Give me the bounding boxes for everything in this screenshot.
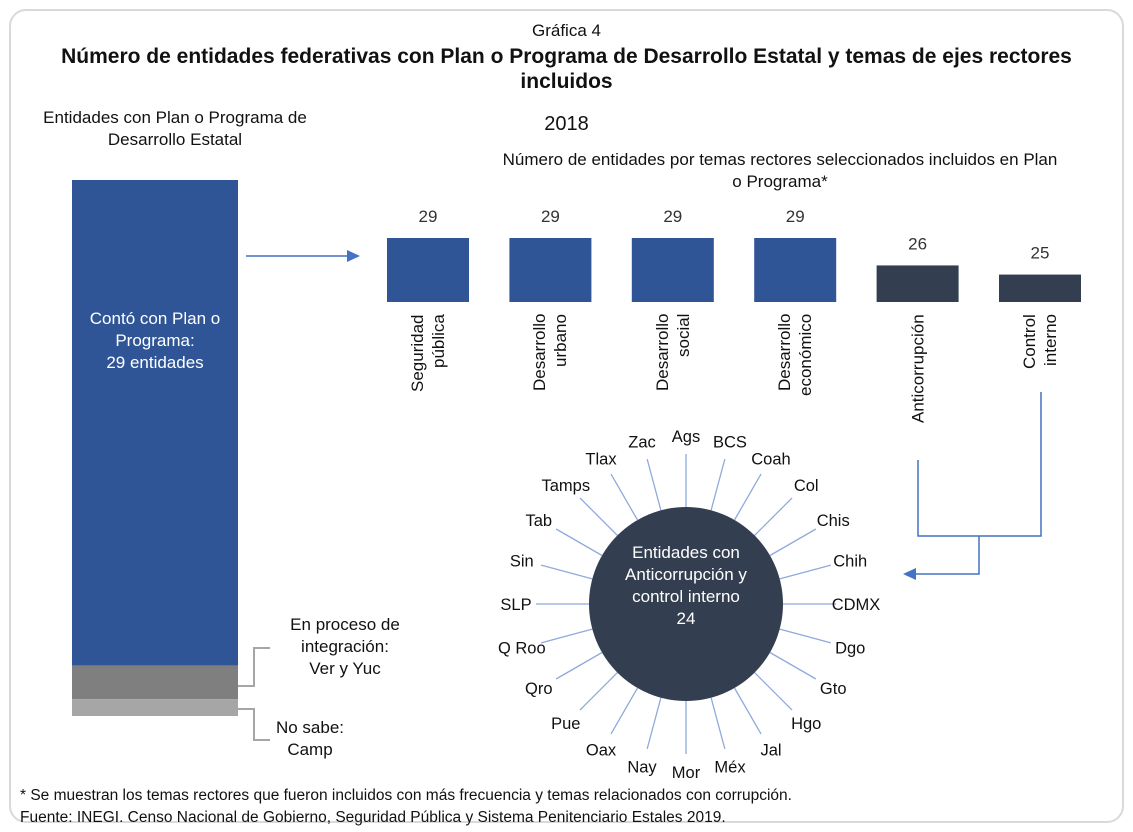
category-label: Desarrollo social: [652, 314, 693, 392]
entity-label: SLP: [500, 596, 531, 614]
category-label: Desarrollo urbano: [530, 314, 571, 392]
arrow-head: [903, 568, 916, 580]
spoke: [610, 687, 639, 735]
source: Fuente: INEGI. Censo Nacional de Gobiern…: [20, 809, 726, 826]
spoke: [579, 497, 618, 536]
entity-label: BCS: [713, 434, 747, 452]
entity-label: Gto: [820, 680, 847, 698]
center-circle: [589, 507, 783, 701]
year: 2018: [544, 113, 589, 135]
spoke: [769, 651, 817, 680]
arrow-head: [347, 250, 360, 262]
bar: [631, 238, 714, 302]
spoke: [540, 564, 593, 580]
value-label: 29: [663, 207, 682, 226]
entity-label: Col: [794, 477, 819, 495]
spoke: [579, 672, 618, 711]
spoke: [710, 697, 726, 750]
entity-label: Pue: [551, 715, 580, 733]
spoke: [646, 697, 662, 750]
value-label: 26: [908, 234, 927, 253]
segment-label: En proceso de integración: Ver y Yuc: [290, 615, 400, 678]
label-leaders: [238, 647, 270, 741]
spoke: [779, 564, 832, 580]
value-label: 29: [786, 207, 805, 226]
category-label: Seguridad pública: [408, 314, 448, 392]
segment-label: No sabe: Camp: [275, 718, 345, 759]
spoke: [540, 628, 593, 644]
entity-label: Q Roo: [498, 639, 546, 657]
entity-label: Méx: [714, 758, 746, 776]
value-label: 25: [1031, 244, 1050, 263]
entity-label: Hgo: [791, 715, 821, 733]
bar: [876, 265, 959, 302]
leader: [238, 647, 270, 687]
spoke: [754, 497, 793, 536]
bar: [999, 274, 1081, 302]
entity-label: Tlax: [585, 451, 617, 469]
bracket-arrow: [915, 536, 980, 575]
stack-title: Entidades con Plan o Programa de Desarro…: [43, 108, 307, 149]
arrows: [246, 250, 1042, 580]
spoke: [769, 528, 817, 557]
category-label: Anticorrupción: [908, 314, 928, 423]
segment-label: Contó con Plan o Programa: 29 entidades: [89, 308, 221, 372]
entity-label: Qro: [525, 680, 553, 698]
entity-label: CDMX: [832, 596, 881, 614]
entity-label: Jal: [760, 741, 781, 759]
bar-title: Número de entidades por temas rectores s…: [502, 150, 1058, 191]
entity-label: Zac: [628, 434, 656, 452]
entity-label: Chih: [833, 553, 867, 571]
entity-label: Sin: [510, 553, 534, 571]
entity-label: Ags: [672, 428, 700, 446]
entity-label: Tamps: [541, 477, 590, 495]
leader: [238, 708, 270, 741]
stack-segment: [72, 665, 238, 700]
spoke: [754, 672, 793, 711]
spoke: [733, 473, 762, 521]
footnote: * Se muestran los temas rectores que fue…: [20, 787, 792, 804]
entity-label: Mor: [672, 764, 701, 782]
stack-segment: [72, 180, 238, 666]
entity-label: Nay: [627, 758, 657, 776]
spoke: [733, 687, 762, 735]
spoke: [710, 458, 726, 511]
title: Número de entidades federativas con Plan…: [61, 45, 1072, 93]
entity-label: Dgo: [835, 639, 865, 657]
value-label: 29: [419, 207, 438, 226]
bar: [509, 238, 592, 302]
entity-label: Chis: [817, 512, 850, 530]
spoke: [555, 528, 603, 557]
entity-label: Tab: [525, 512, 552, 530]
spoke: [779, 628, 832, 644]
entity-label: Oax: [586, 741, 617, 759]
spoke: [610, 473, 639, 521]
caption: Gráfica 4: [532, 21, 601, 40]
bar: [387, 238, 469, 302]
center-value: 24: [676, 609, 696, 628]
category-label: Control interno: [1020, 314, 1060, 369]
entity-label: Coah: [751, 451, 790, 469]
value-label: 29: [541, 207, 560, 226]
center-label: Entidades con Anticorrupción y control i…: [625, 543, 747, 606]
spoke: [555, 651, 603, 680]
category-label: Desarrollo económico: [775, 314, 816, 397]
stack-segment: [72, 699, 238, 716]
spoke: [646, 458, 662, 511]
frame: [9, 9, 1124, 823]
bar: [754, 238, 837, 302]
